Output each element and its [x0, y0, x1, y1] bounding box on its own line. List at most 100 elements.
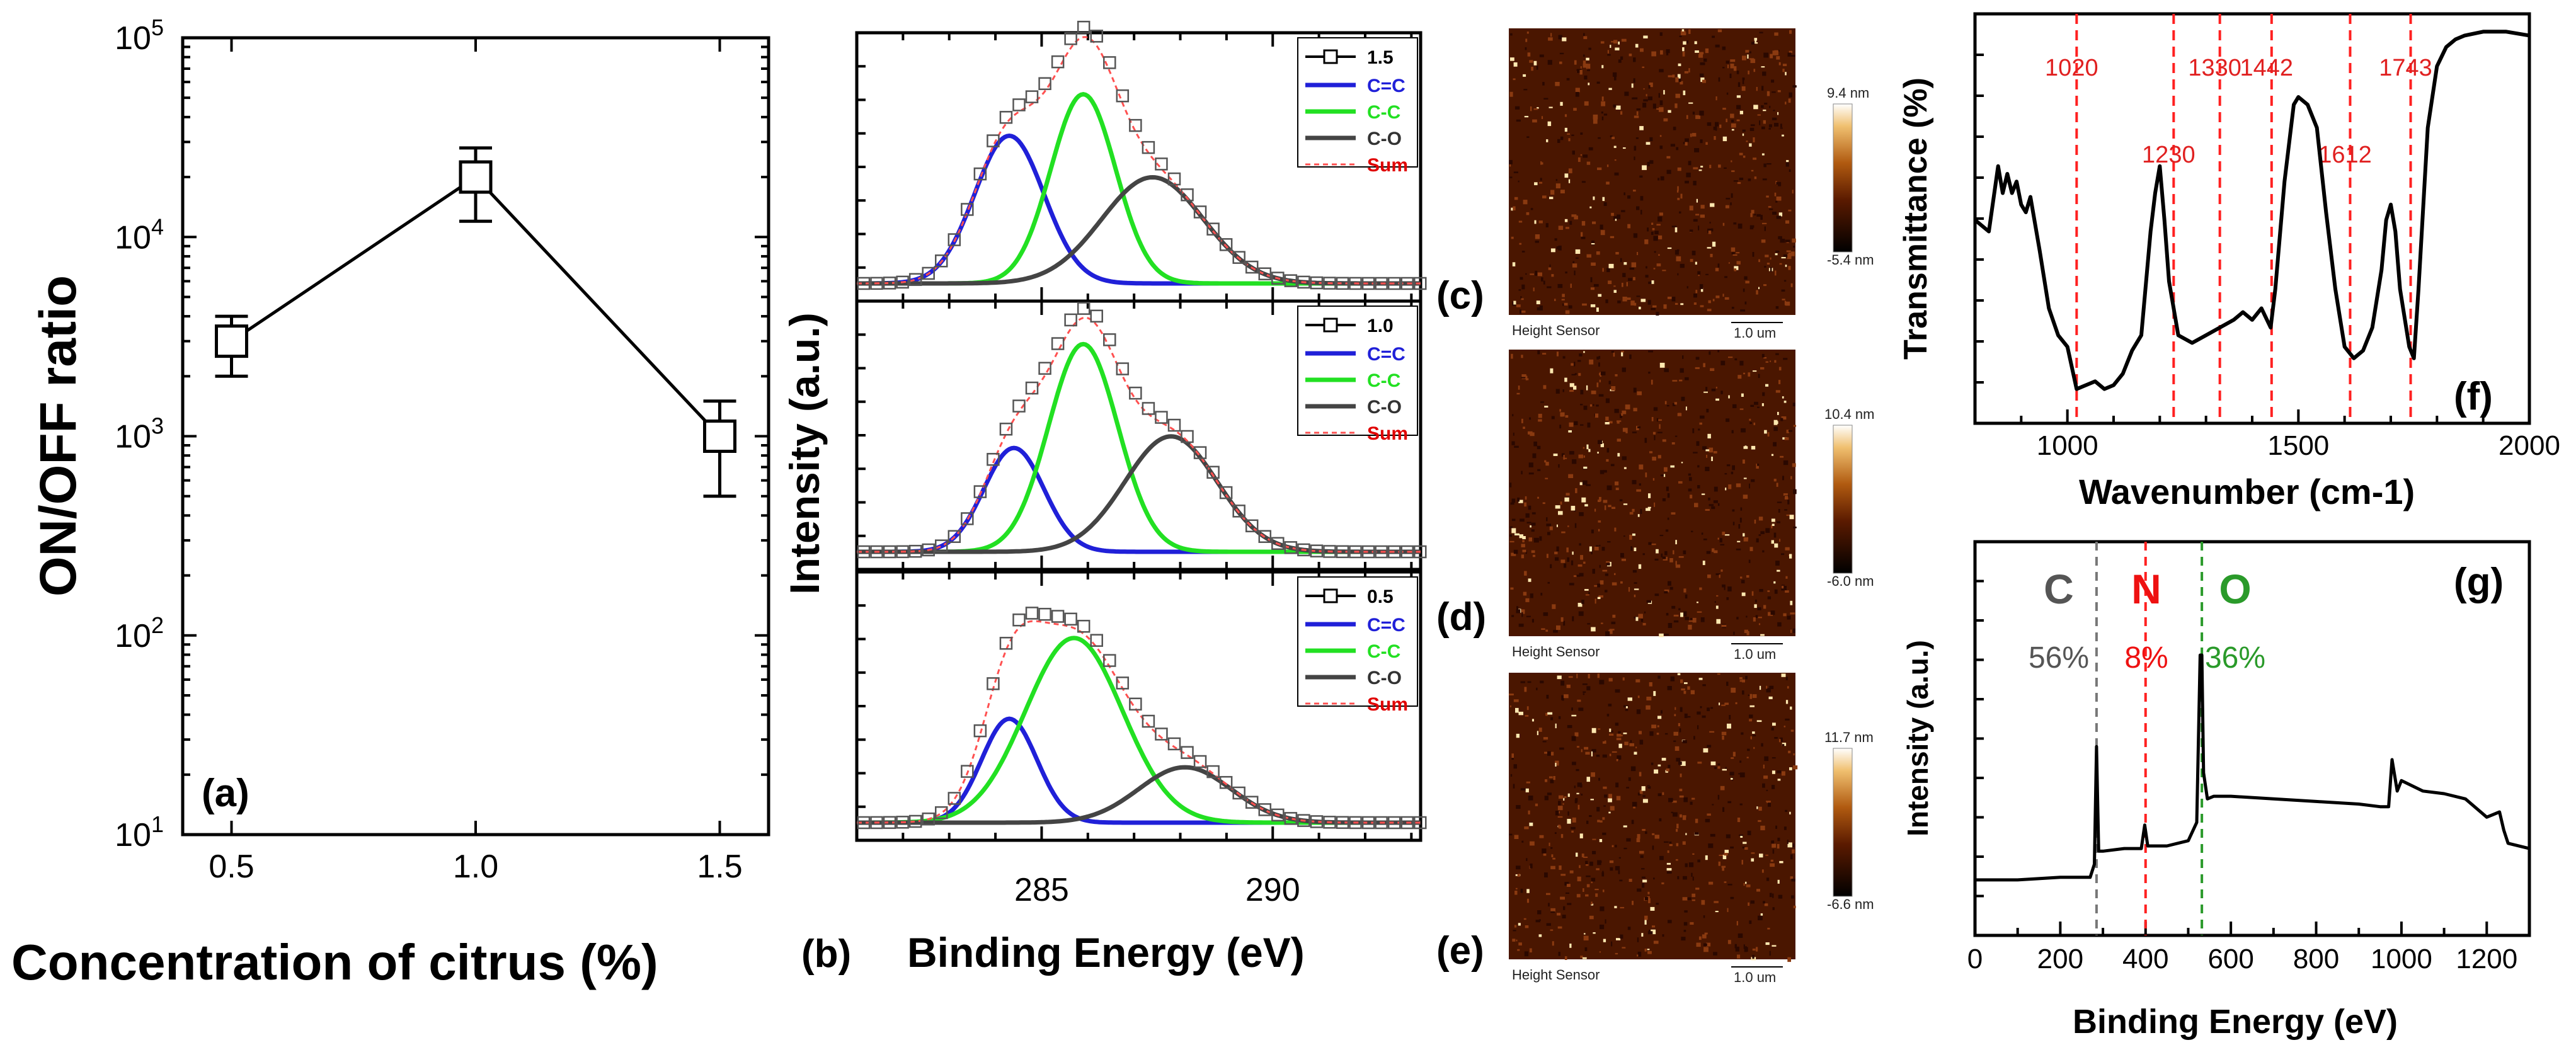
afm-feature [1683, 797, 1688, 802]
afm-feature [1703, 947, 1709, 952]
afm-feature [1520, 681, 1525, 683]
afm-feature [1603, 805, 1606, 807]
afm-feature [1748, 372, 1751, 377]
afm-feature [1732, 509, 1735, 512]
afm-feature [1700, 62, 1705, 66]
afm-feature [1666, 871, 1672, 874]
afm-feature [1742, 129, 1746, 132]
afm-feature [1709, 881, 1714, 885]
afm-feature [1584, 746, 1589, 750]
afm-feature [1774, 192, 1777, 197]
afm-feature [1790, 729, 1794, 732]
afm-feature [1749, 225, 1755, 228]
afm-feature [1724, 850, 1729, 854]
afm-feature [1786, 160, 1789, 163]
afm-feature [1516, 939, 1518, 942]
afm-feature [1579, 353, 1583, 357]
afm-feature [1661, 553, 1663, 557]
afm-feature [1678, 608, 1681, 610]
afm-feature [1781, 673, 1786, 677]
afm-feature [1656, 418, 1659, 422]
afm-feature [1740, 576, 1743, 579]
afm-feature [1623, 192, 1625, 195]
afm-feature [1613, 40, 1618, 44]
afm-feature [1762, 178, 1767, 181]
afm-feature [1764, 430, 1767, 434]
afm-feature [1633, 408, 1637, 411]
afm-feature [1699, 422, 1702, 425]
afm-feature [1550, 929, 1554, 931]
afm-feature [1525, 375, 1528, 380]
afm-feature [1644, 920, 1647, 925]
afm-feature [1776, 483, 1778, 487]
afm-feature [1564, 114, 1567, 117]
afm-feature [1774, 123, 1779, 127]
afm-feature [1647, 931, 1653, 935]
afm-panels: (c) 9.4 nm -5.4 nm Height Sensor 1.0 um … [1436, 28, 1875, 985]
afm-feature [1703, 943, 1707, 946]
afm-feature [1734, 358, 1737, 361]
afm-feature [1775, 421, 1778, 424]
afm-feature [1683, 611, 1687, 617]
b-data-point [1181, 430, 1194, 443]
b-legend-label-sample: 0.5 [1367, 586, 1394, 607]
b-data-point [1245, 260, 1259, 274]
afm-feature [1558, 464, 1560, 468]
afm-feature [1556, 524, 1558, 527]
afm-feature [1629, 743, 1634, 746]
afm-feature [1685, 377, 1689, 380]
afm-feature [1792, 849, 1795, 854]
g-xtick-label: 600 [2207, 944, 2253, 974]
afm-feature [1734, 268, 1737, 271]
afm-feature [1686, 286, 1688, 288]
afm-feature [1586, 161, 1591, 165]
afm-feature [1688, 161, 1692, 166]
afm-feature [1553, 630, 1558, 633]
afm-feature [1761, 66, 1765, 68]
afm-feature [1758, 617, 1762, 619]
afm-feature [1761, 743, 1763, 747]
afm-feature [1617, 420, 1620, 424]
afm-feature [1560, 617, 1564, 622]
b-data-point [908, 814, 922, 828]
afm-feature [1635, 137, 1639, 139]
afm-feature [1632, 97, 1635, 100]
afm-feature [1618, 731, 1621, 736]
afm-feature [1680, 303, 1684, 306]
b-sum-curve [857, 316, 1421, 553]
afm-feature [1576, 69, 1581, 73]
afm-feature [1559, 61, 1562, 64]
b-data-point [870, 277, 883, 290]
afm-feature [1560, 501, 1562, 505]
afm-feature [1663, 474, 1666, 477]
afm-feature [1579, 70, 1583, 75]
afm-feature [1623, 535, 1625, 537]
afm-feature [1566, 227, 1569, 229]
afm-feature [1754, 604, 1757, 608]
afm-feature [1770, 360, 1772, 362]
afm-feature [1784, 437, 1789, 440]
afm-feature [1550, 865, 1555, 869]
afm-feature [1733, 180, 1738, 182]
afm-feature [1599, 680, 1605, 685]
afm-feature [1592, 569, 1595, 574]
afm-feature [1772, 849, 1775, 854]
f-ticks: 1000 1500 2000 [1974, 54, 2560, 461]
afm-feature [1753, 746, 1755, 750]
afm-feature [1683, 930, 1686, 932]
afm-feature [1611, 506, 1616, 509]
afm-feature [1790, 55, 1795, 57]
afm-feature [1596, 251, 1600, 255]
afm-feature [1535, 241, 1539, 243]
afm-feature [1772, 843, 1777, 848]
afm-feature [1522, 549, 1526, 552]
afm-feature [1668, 110, 1671, 113]
b-xtick-label: 285 [1014, 872, 1069, 908]
afm-feature [1719, 124, 1722, 128]
afm-feature [1511, 552, 1516, 556]
afm-feature [1653, 407, 1658, 411]
afm-feature [1517, 497, 1520, 502]
afm-feature [1736, 105, 1741, 110]
afm-feature [1523, 74, 1526, 77]
afm-feature [1604, 794, 1608, 798]
